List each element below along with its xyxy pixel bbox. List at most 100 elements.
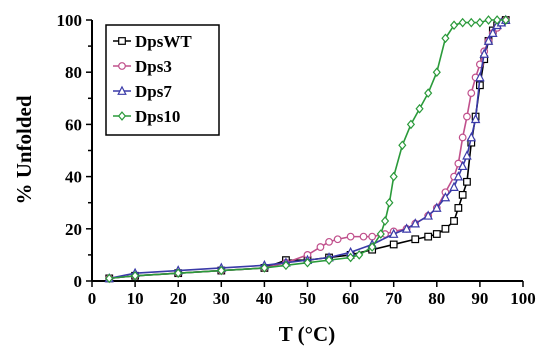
x-tick-label: 90 bbox=[471, 289, 488, 308]
data-point bbox=[385, 197, 394, 208]
y-tick-label: 20 bbox=[65, 220, 82, 239]
x-tick-label: 100 bbox=[510, 289, 536, 308]
x-ticks: 0 10 20 30 40 50 60 70 80 90 100 bbox=[88, 281, 536, 308]
data-point bbox=[316, 243, 325, 251]
x-tick-label: 20 bbox=[170, 289, 187, 308]
data-point bbox=[493, 15, 502, 25]
x-tick-label: 0 bbox=[88, 289, 97, 308]
data-point bbox=[424, 232, 433, 241]
data-point bbox=[450, 217, 458, 225]
series-layer bbox=[104, 14, 511, 284]
x-tick-label: 70 bbox=[385, 289, 402, 308]
y-tick-label: 100 bbox=[57, 11, 83, 30]
y-axis-title: % Unfolded bbox=[12, 95, 36, 204]
data-point bbox=[467, 17, 476, 28]
legend-marker bbox=[117, 85, 127, 95]
data-point bbox=[424, 88, 433, 98]
data-point bbox=[466, 132, 477, 142]
data-point bbox=[411, 235, 420, 244]
data-point bbox=[368, 232, 377, 241]
data-point bbox=[359, 232, 368, 241]
data-point bbox=[346, 232, 355, 241]
data-point bbox=[458, 17, 467, 28]
data-point bbox=[415, 103, 424, 114]
data-point bbox=[368, 242, 377, 252]
data-point bbox=[453, 171, 464, 181]
data-point bbox=[454, 204, 463, 212]
data-point bbox=[324, 255, 334, 265]
data-point bbox=[423, 210, 433, 220]
y-tick-label: 40 bbox=[65, 168, 82, 187]
y-tick-label: 0 bbox=[74, 272, 83, 291]
data-point bbox=[432, 67, 441, 78]
x-tick-label: 80 bbox=[428, 289, 445, 308]
legend-item: Dps10 bbox=[113, 107, 180, 126]
x-tick-label: 10 bbox=[127, 289, 144, 308]
legend-item: DpsWT bbox=[113, 32, 192, 51]
legend-marker bbox=[118, 62, 126, 70]
series-dps10 bbox=[105, 15, 510, 284]
data-point bbox=[398, 140, 407, 151]
data-point bbox=[380, 216, 390, 226]
data-point bbox=[432, 230, 441, 238]
data-point bbox=[389, 171, 398, 182]
legend-item: Dps7 bbox=[113, 82, 172, 101]
data-point bbox=[388, 228, 399, 238]
data-point bbox=[333, 235, 342, 244]
data-point bbox=[470, 113, 481, 124]
x-tick-label: 30 bbox=[213, 289, 230, 308]
data-point bbox=[131, 270, 140, 281]
data-point bbox=[467, 89, 476, 97]
legend-label: Dps3 bbox=[135, 57, 172, 76]
data-point bbox=[479, 48, 489, 58]
legend-marker bbox=[118, 37, 126, 45]
y-ticks: 0 20 40 60 80 100 bbox=[57, 11, 92, 291]
data-point bbox=[174, 268, 183, 278]
x-axis-title: T (°C) bbox=[279, 322, 335, 346]
data-point bbox=[483, 35, 494, 45]
data-point bbox=[484, 15, 493, 25]
x-tick-label: 40 bbox=[256, 289, 273, 308]
y-tick-label: 80 bbox=[65, 63, 82, 82]
legend: DpsWT Dps3 Dps7 Dps10 bbox=[105, 24, 220, 136]
data-point bbox=[105, 273, 114, 284]
data-point bbox=[501, 15, 510, 25]
data-point bbox=[410, 218, 421, 228]
data-point bbox=[441, 33, 450, 44]
data-point bbox=[355, 250, 364, 260]
data-point bbox=[406, 119, 416, 130]
data-point bbox=[458, 133, 467, 142]
data-point bbox=[376, 229, 385, 239]
data-point bbox=[346, 252, 355, 263]
data-point bbox=[217, 265, 226, 276]
legend-label: Dps7 bbox=[135, 82, 172, 101]
x-tick-label: 50 bbox=[299, 289, 316, 308]
legend-item: Dps3 bbox=[113, 57, 172, 76]
data-point bbox=[281, 260, 291, 271]
data-point bbox=[440, 192, 451, 202]
data-point bbox=[457, 160, 468, 171]
data-point bbox=[463, 112, 471, 121]
data-point bbox=[463, 177, 471, 186]
y-tick-label: 60 bbox=[65, 115, 82, 134]
data-point bbox=[303, 257, 312, 268]
data-point bbox=[462, 150, 472, 160]
data-point bbox=[432, 202, 442, 212]
data-point bbox=[475, 72, 485, 82]
data-point bbox=[449, 181, 459, 191]
data-point bbox=[401, 223, 412, 233]
legend-label: DpsWT bbox=[135, 32, 192, 51]
data-point bbox=[441, 224, 450, 233]
data-point bbox=[488, 27, 498, 37]
x-tick-label: 60 bbox=[342, 289, 359, 308]
legend-marker bbox=[117, 111, 127, 121]
data-point bbox=[449, 20, 459, 31]
data-point bbox=[475, 17, 484, 28]
data-point bbox=[325, 237, 333, 246]
data-point bbox=[260, 263, 269, 273]
data-point bbox=[389, 240, 398, 249]
data-point bbox=[458, 190, 467, 199]
series-line bbox=[109, 19, 506, 280]
legend-label: Dps10 bbox=[135, 107, 180, 126]
